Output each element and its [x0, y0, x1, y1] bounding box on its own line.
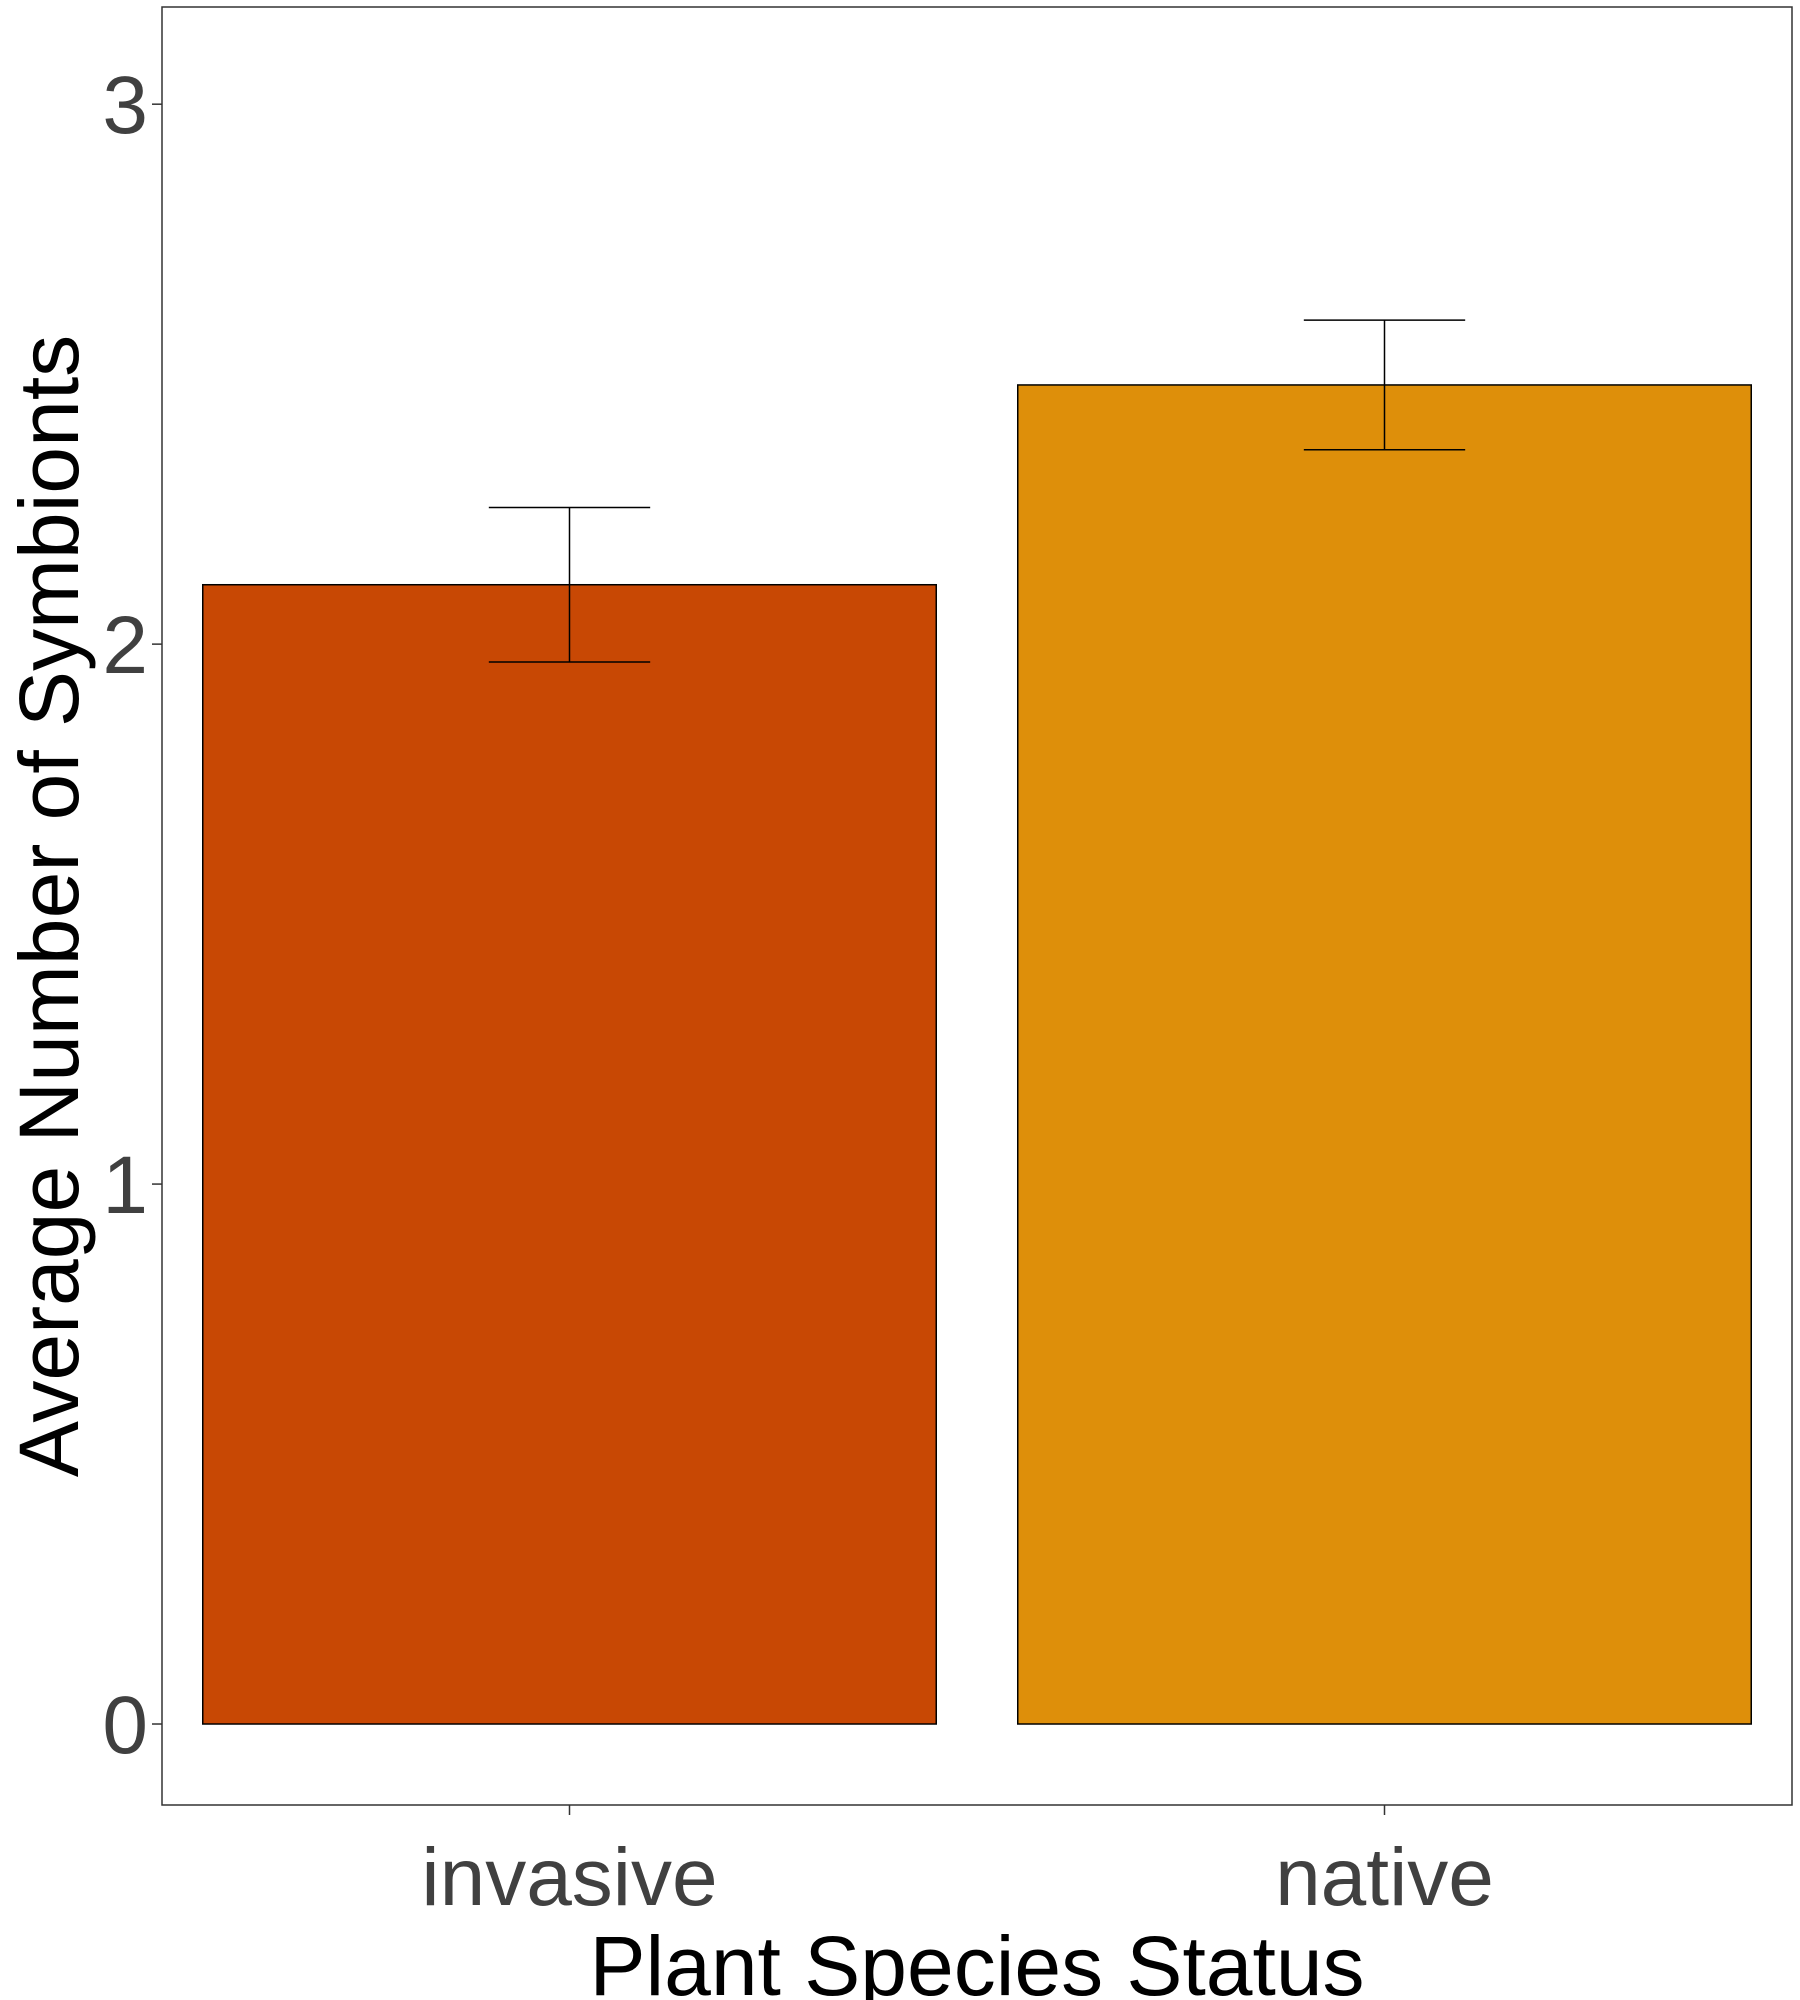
y-tick-label: 0 [102, 1680, 148, 1771]
x-axis-title: Plant Species Status [589, 1919, 1364, 2000]
bar-native [1017, 384, 1752, 1725]
y-tick-label: 3 [102, 60, 148, 151]
bar-invasive [202, 583, 937, 1725]
x-axis: invasive native [421, 1805, 1494, 1923]
error-bar-native [1303, 319, 1466, 451]
y-axis-title: Average Number of Symbionts [2, 335, 96, 1477]
error-bar-invasive [488, 506, 651, 663]
y-tick-label: 2 [102, 600, 148, 691]
x-tick-label-native: native [1275, 1832, 1494, 1923]
y-axis: 0 1 2 3 [102, 60, 162, 1771]
y-tick-label: 1 [102, 1140, 148, 1231]
bars [202, 384, 1752, 1725]
x-tick-label-invasive: invasive [421, 1832, 717, 1923]
error-bars [488, 319, 1466, 663]
